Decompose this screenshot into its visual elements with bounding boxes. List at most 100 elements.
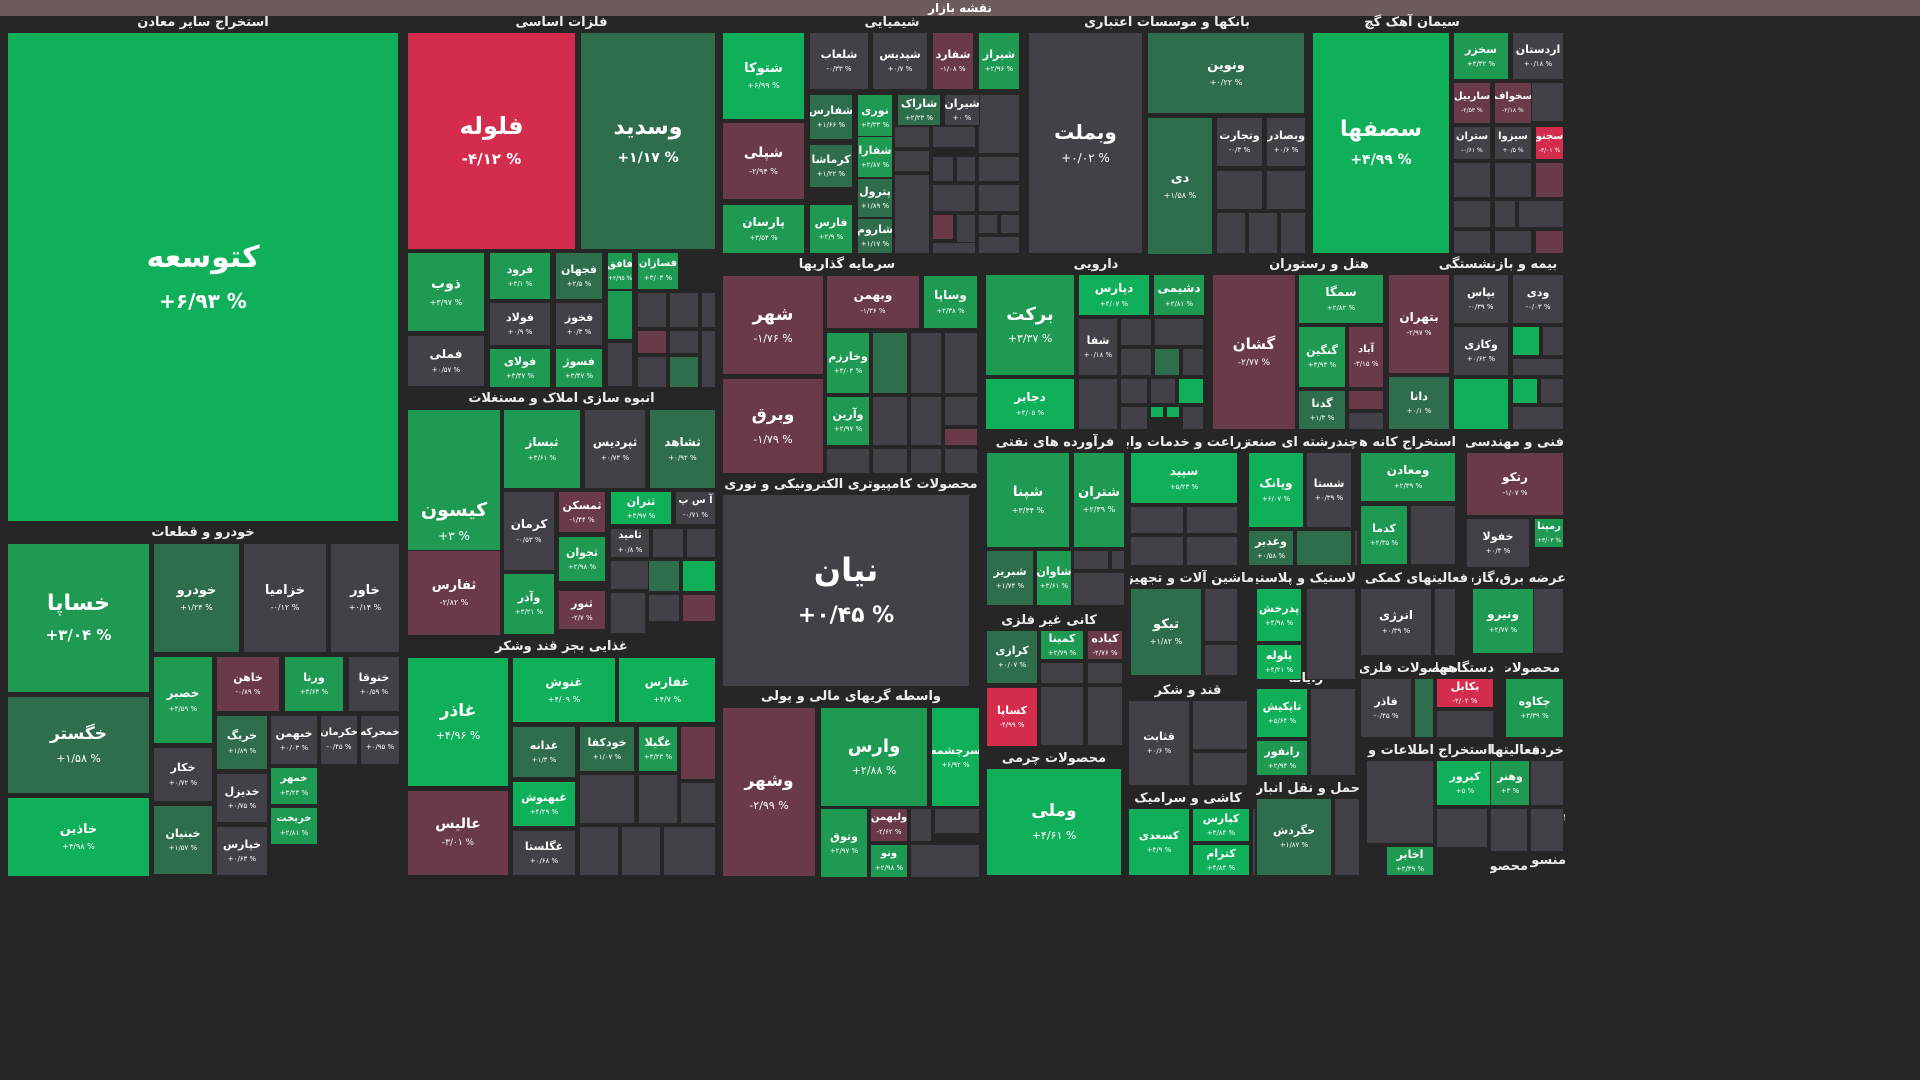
stock-tile[interactable]: دپارس +۴/۰۷ % — [1078, 274, 1150, 316]
stock-tile[interactable]: دی +۱/۵۸ % — [1147, 117, 1213, 255]
stock-tile[interactable]: کرازی +۰/۰۷ % — [986, 630, 1038, 684]
stock-tile[interactable]: سصفها +۴/۹۹ % — [1312, 32, 1450, 254]
stock-tile[interactable] — [978, 214, 998, 234]
stock-tile[interactable]: شفارا +۲/۸۷ % — [857, 136, 893, 178]
stock-tile[interactable] — [1494, 200, 1516, 228]
stock-tile[interactable]: فجهان +۲/۵ % — [555, 252, 603, 300]
stock-tile[interactable] — [1130, 536, 1184, 566]
stock-tile[interactable]: غگلستا +۰/۶۸ % — [512, 830, 576, 876]
stock-tile[interactable]: سجنو -۳/۰۱ % — [1535, 126, 1564, 160]
stock-tile[interactable]: قثابت +۰/۶ % — [1128, 700, 1190, 786]
stock-tile[interactable]: کمینا +۲/۷۹ % — [1040, 630, 1084, 660]
stock-tile[interactable]: ثپردیس +۰/۷۴ % — [584, 409, 646, 489]
stock-tile[interactable] — [1306, 588, 1356, 680]
stock-tile[interactable] — [610, 636, 640, 638]
stock-tile[interactable] — [910, 844, 980, 878]
stock-tile[interactable]: ثبساز +۳/۶۱ % — [503, 409, 581, 489]
stock-tile[interactable] — [826, 448, 870, 474]
stock-tile[interactable]: وبصادر +۰/۶ % — [1266, 117, 1306, 167]
stock-tile[interactable] — [910, 448, 942, 474]
stock-tile[interactable]: کسعدی +۴/۹ % — [1128, 808, 1190, 876]
stock-tile[interactable] — [701, 292, 716, 328]
stock-tile[interactable]: خپارس +۰/۶۳ % — [216, 826, 268, 876]
stock-tile[interactable]: وکازی +۰/۶۲ % — [1453, 326, 1509, 376]
stock-tile[interactable] — [1166, 406, 1180, 418]
stock-tile[interactable] — [1366, 760, 1434, 844]
stock-tile[interactable] — [944, 448, 978, 474]
stock-tile[interactable] — [934, 808, 980, 834]
stock-tile[interactable]: دشیمی +۲/۸۱ % — [1153, 274, 1205, 316]
stock-tile[interactable] — [1178, 378, 1204, 404]
stock-tile[interactable]: فولای +۳/۴۷ % — [489, 348, 551, 388]
stock-tile[interactable]: خمهر +۳/۲۴ % — [270, 767, 318, 805]
stock-tile[interactable]: فرود +۳/۱ % — [489, 252, 551, 300]
stock-tile[interactable]: وبهمن -۱/۳۶ % — [826, 275, 920, 329]
stock-tile[interactable]: کدما +۲/۳۵ % — [1360, 505, 1408, 565]
stock-tile[interactable] — [1512, 378, 1538, 404]
stock-tile[interactable] — [910, 332, 942, 394]
stock-tile[interactable]: شفا +۰/۱۸ % — [1078, 318, 1118, 376]
stock-tile[interactable]: ذوب +۳/۹۷ % — [407, 252, 485, 332]
stock-tile[interactable] — [978, 94, 1020, 154]
stock-tile[interactable] — [910, 396, 942, 446]
stock-tile[interactable]: غفارس +۴/۷ % — [618, 657, 716, 723]
stock-tile[interactable]: کباده -۲/۷۶ % — [1087, 630, 1123, 660]
stock-tile[interactable] — [1120, 318, 1152, 346]
stock-tile[interactable] — [1296, 530, 1352, 566]
stock-tile[interactable]: ولبهمن -۲/۶۲ % — [870, 808, 908, 842]
stock-tile[interactable]: ودی -۰/۰۳ % — [1512, 274, 1564, 324]
stock-tile[interactable] — [1150, 406, 1164, 418]
stock-tile[interactable]: ونیرو +۲/۷۷ % — [1472, 588, 1534, 654]
stock-tile[interactable]: اردستان +۰/۱۸ % — [1512, 32, 1564, 80]
stock-tile[interactable] — [686, 528, 716, 558]
stock-tile[interactable]: ومعادن +۲/۳۹ % — [1360, 452, 1456, 502]
stock-tile[interactable] — [910, 808, 932, 842]
stock-tile[interactable] — [978, 236, 1020, 254]
stock-tile[interactable]: شپدیس +۰/۷ % — [872, 32, 928, 90]
stock-tile[interactable]: شاراک +۲/۲۳ % — [897, 94, 941, 126]
stock-tile[interactable] — [1512, 326, 1540, 356]
stock-tile[interactable] — [607, 342, 633, 387]
stock-tile[interactable] — [669, 330, 699, 354]
stock-tile[interactable] — [944, 428, 978, 446]
stock-tile[interactable]: شاروم +۱/۱۷ % — [857, 218, 893, 254]
stock-tile[interactable] — [1204, 644, 1238, 676]
stock-tile[interactable]: وآذر +۳/۲۱ % — [503, 573, 555, 635]
stock-tile[interactable] — [1182, 406, 1204, 430]
stock-tile[interactable] — [1087, 686, 1123, 746]
stock-tile[interactable]: شستا +۰/۳۹ % — [1306, 452, 1352, 528]
stock-tile[interactable]: بتهران -۲/۹۷ % — [1388, 274, 1450, 374]
stock-tile[interactable] — [648, 560, 680, 592]
stock-tile[interactable] — [1532, 588, 1564, 654]
stock-tile[interactable]: خصبر +۳/۵۹ % — [153, 656, 213, 744]
stock-tile[interactable] — [701, 330, 716, 388]
stock-tile[interactable]: غبهنوش +۴/۲۹ % — [512, 781, 576, 827]
stock-tile[interactable]: اخابر +۲/۳۹ % — [1386, 846, 1434, 876]
stock-tile[interactable] — [872, 332, 908, 394]
stock-tile[interactable]: خساپا +۳/۰۴ % — [7, 543, 150, 693]
stock-tile[interactable] — [682, 560, 716, 592]
stock-tile[interactable]: خاور +۰/۱۴ % — [330, 543, 400, 653]
stock-tile[interactable]: رتکو -۱/۰۷ % — [1466, 452, 1564, 516]
stock-tile[interactable]: گنگین +۳/۹۳ % — [1298, 326, 1346, 388]
stock-tile[interactable]: کساپا -۴/۹۹ % — [986, 687, 1038, 747]
stock-tile[interactable]: سرچشمه +۶/۹۲ % — [931, 707, 980, 807]
stock-tile[interactable]: بکابل -۲/۰۲ % — [1436, 678, 1494, 708]
stock-tile[interactable]: خودکفا +۱/۰۷ % — [579, 726, 635, 772]
stock-tile[interactable] — [1182, 348, 1204, 376]
stock-tile[interactable] — [1248, 212, 1278, 254]
stock-tile[interactable]: گدنا +۱/۳ % — [1298, 390, 1346, 430]
stock-tile[interactable] — [932, 126, 976, 148]
stock-tile[interactable] — [1204, 588, 1238, 642]
stock-tile[interactable]: خبنیان +۱/۵۷ % — [153, 805, 213, 875]
stock-tile[interactable] — [1154, 348, 1180, 376]
stock-tile[interactable] — [1410, 505, 1456, 565]
stock-tile[interactable]: وسدید +۱/۱۷ % — [580, 32, 716, 250]
stock-tile[interactable]: پترول +۱/۸۹ % — [857, 178, 893, 218]
stock-tile[interactable] — [932, 242, 976, 254]
stock-tile[interactable]: بپاس -۰/۳۹ % — [1453, 274, 1509, 324]
stock-tile[interactable]: شتران +۲/۳۹ % — [1073, 452, 1125, 548]
stock-tile[interactable] — [1453, 230, 1491, 254]
stock-tile[interactable] — [1186, 536, 1238, 566]
stock-tile[interactable] — [1216, 170, 1263, 210]
